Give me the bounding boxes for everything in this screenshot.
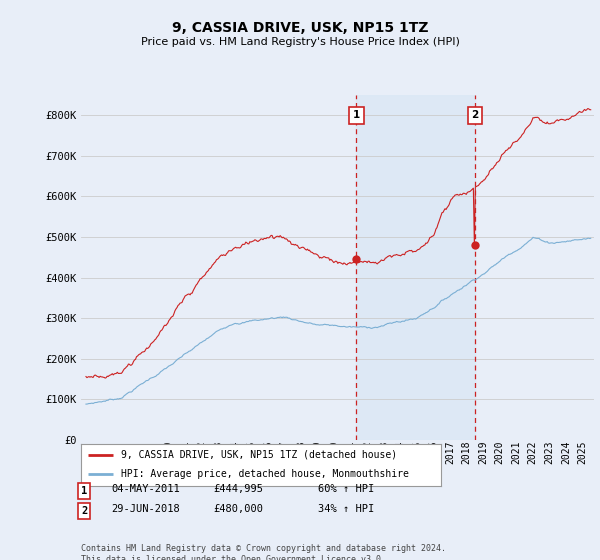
Text: 34% ↑ HPI: 34% ↑ HPI <box>318 503 374 514</box>
Text: Price paid vs. HM Land Registry's House Price Index (HPI): Price paid vs. HM Land Registry's House … <box>140 37 460 47</box>
Text: 29-JUN-2018: 29-JUN-2018 <box>111 503 180 514</box>
Text: 04-MAY-2011: 04-MAY-2011 <box>111 484 180 494</box>
Text: 9, CASSIA DRIVE, USK, NP15 1TZ: 9, CASSIA DRIVE, USK, NP15 1TZ <box>172 21 428 35</box>
Bar <box>356 95 475 440</box>
Text: 1: 1 <box>81 486 87 496</box>
Text: £444,995: £444,995 <box>213 484 263 494</box>
Text: Contains HM Land Registry data © Crown copyright and database right 2024.
This d: Contains HM Land Registry data © Crown c… <box>81 544 446 560</box>
Text: £480,000: £480,000 <box>213 503 263 514</box>
Text: 1: 1 <box>353 110 360 120</box>
Text: 2: 2 <box>471 110 478 120</box>
Text: HPI: Average price, detached house, Monmouthshire: HPI: Average price, detached house, Monm… <box>121 469 409 479</box>
Text: 2: 2 <box>81 506 87 516</box>
Text: 60% ↑ HPI: 60% ↑ HPI <box>318 484 374 494</box>
Text: 9, CASSIA DRIVE, USK, NP15 1TZ (detached house): 9, CASSIA DRIVE, USK, NP15 1TZ (detached… <box>121 450 397 460</box>
